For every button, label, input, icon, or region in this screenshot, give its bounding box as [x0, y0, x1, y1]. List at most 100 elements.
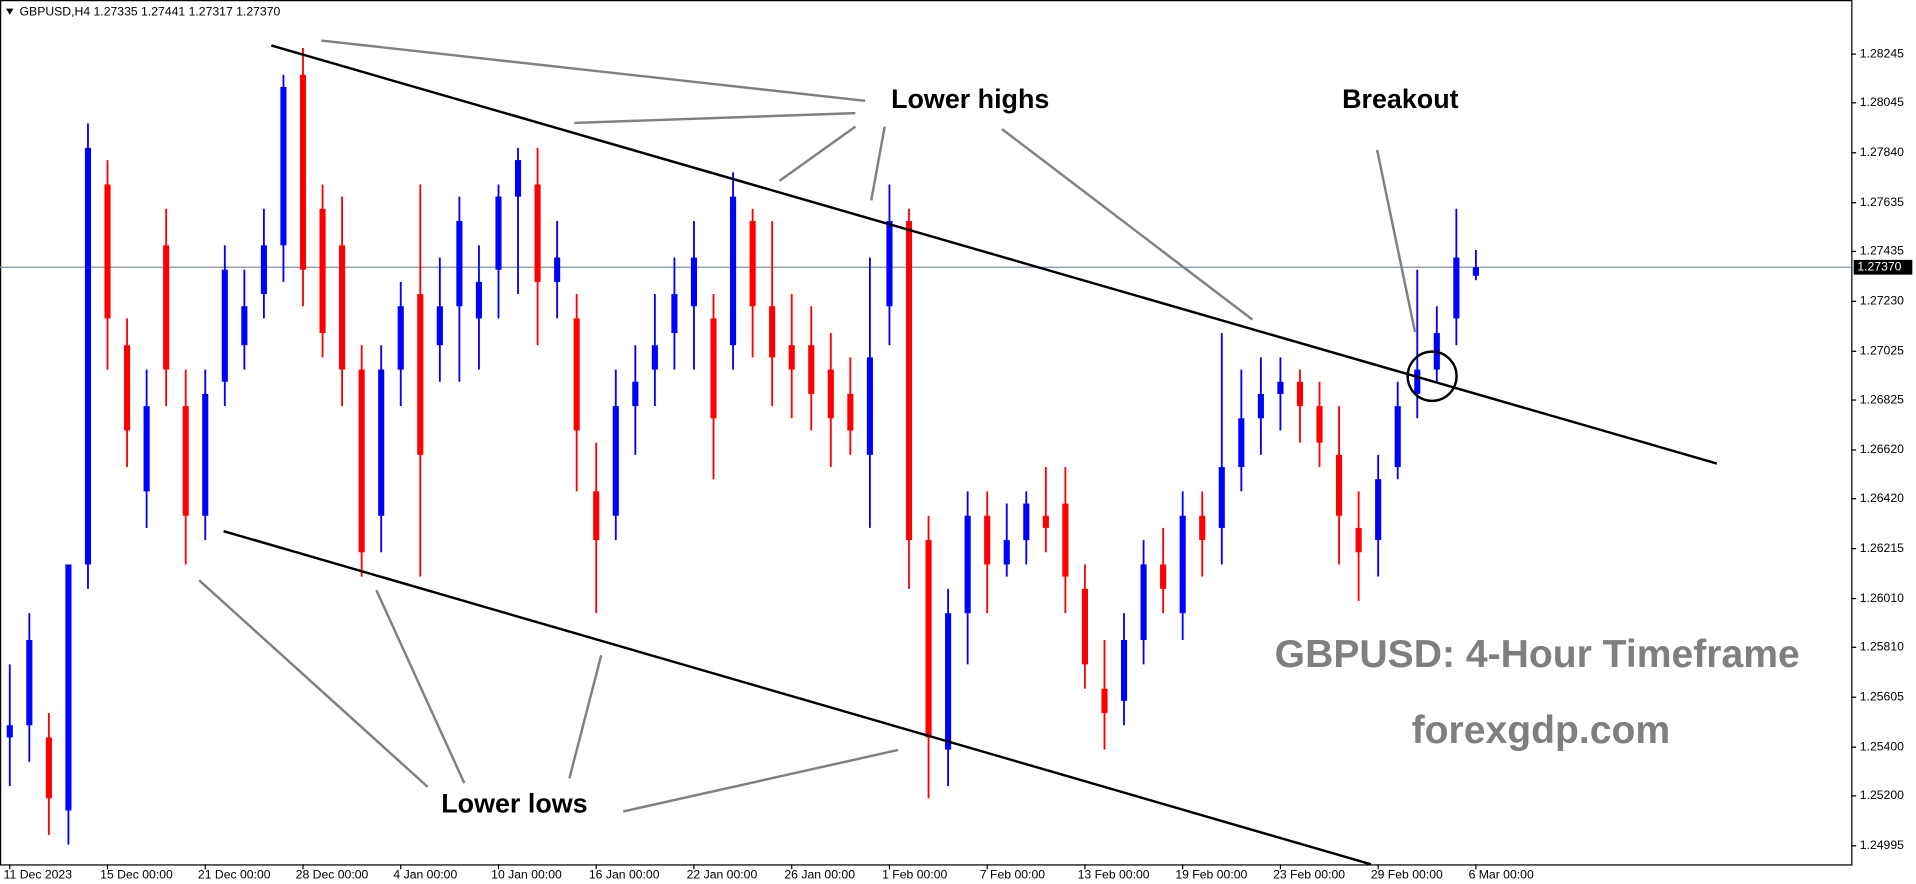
- candle-body: [1003, 540, 1010, 565]
- x-tick-label: 4 Jan 00:00: [393, 868, 457, 882]
- candle-body: [1414, 369, 1421, 394]
- pointer: [574, 111, 856, 125]
- x-tick-label: 22 Jan 00:00: [687, 868, 758, 882]
- breakout-circle: [1406, 350, 1458, 403]
- candle-body: [534, 184, 541, 282]
- candle-body: [45, 737, 52, 799]
- candle-body: [299, 74, 307, 270]
- y-tick-label: 1.27840: [1860, 145, 1904, 159]
- candle-body: [1472, 267, 1479, 276]
- pointer: [568, 655, 603, 779]
- candle-body: [65, 564, 72, 811]
- x-tick-label: 28 Dec 00:00: [296, 868, 369, 882]
- pointer: [375, 589, 466, 784]
- candle-body: [182, 406, 189, 516]
- candle-body: [1120, 639, 1128, 701]
- candle-body: [788, 345, 795, 370]
- y-tick-label: 1.25200: [1860, 788, 1904, 802]
- candle-body: [319, 208, 326, 334]
- candle-body: [1316, 406, 1323, 443]
- candle-body: [84, 147, 92, 565]
- y-tick-label: 1.27025: [1860, 344, 1904, 358]
- y-tick-label: 1.24995: [1860, 838, 1904, 852]
- candle-body: [26, 639, 33, 726]
- candle-body: [1179, 515, 1186, 614]
- candle-body: [945, 613, 952, 750]
- pointer: [622, 748, 899, 813]
- candle-body: [1296, 381, 1304, 407]
- x-tick-label: 1 Feb 00:00: [882, 868, 947, 882]
- candle-body: [573, 318, 580, 431]
- y-tick-label: 1.26620: [1860, 442, 1904, 456]
- candle-body: [612, 406, 619, 516]
- candle-body: [1160, 564, 1167, 589]
- candle-body: [808, 345, 815, 394]
- candle-body: [847, 393, 854, 431]
- candle-body: [104, 184, 111, 319]
- watermark: forexgdp.com: [1412, 708, 1671, 752]
- candle-body: [886, 220, 893, 307]
- candle-body: [1257, 393, 1264, 419]
- candle-body: [866, 357, 873, 455]
- price-label-box: [1853, 259, 1913, 275]
- candle-body: [1453, 257, 1460, 319]
- x-tick-label: 6 Mar 00:00: [1469, 868, 1534, 882]
- candle-body: [769, 306, 776, 358]
- header: GBPUSD,H4 1.27335 1.27441 1.27317 1.2737…: [20, 5, 281, 19]
- plot-frame: [0, 0, 1853, 866]
- candle-body: [730, 196, 737, 346]
- candle-body: [1023, 503, 1030, 541]
- y-tick-label: 1.26215: [1860, 541, 1904, 555]
- annotation: Lower highs: [891, 84, 1049, 114]
- price-label: 1.27370: [1857, 259, 1901, 273]
- candle-body: [1140, 564, 1147, 640]
- pointer: [1375, 149, 1417, 333]
- y-tick-label: 1.27435: [1860, 244, 1904, 258]
- annotation: Lower lows: [441, 788, 587, 818]
- candle-body: [514, 160, 522, 197]
- candle-body: [1336, 454, 1343, 516]
- candle-body: [339, 245, 346, 370]
- candle-body: [260, 245, 267, 295]
- candle-body: [280, 86, 287, 246]
- candle-body: [554, 257, 561, 282]
- x-tick-label: 10 Jan 00:00: [491, 868, 562, 882]
- candle-body: [1218, 467, 1225, 528]
- pointers: [198, 39, 1417, 813]
- candle-body: [1238, 418, 1245, 468]
- candle-body: [827, 369, 834, 419]
- x-tick-label: 29 Feb 00:00: [1371, 868, 1443, 882]
- x-tick-label: 15 Dec 00:00: [100, 868, 173, 882]
- y-tick-label: 1.27230: [1860, 294, 1904, 308]
- candle-body: [358, 369, 365, 553]
- candle-body: [456, 220, 463, 307]
- candle-body: [984, 515, 991, 565]
- candle-body: [905, 220, 913, 541]
- x-tick-label: 26 Jan 00:00: [784, 868, 855, 882]
- y-tick-label: 1.25400: [1860, 739, 1904, 753]
- candle-body: [671, 294, 678, 334]
- y-tick-label: 1.28245: [1860, 46, 1904, 60]
- candle-body: [436, 306, 443, 346]
- candle-body: [632, 381, 639, 407]
- upper-trendline: [270, 44, 1718, 465]
- candle-body: [1277, 381, 1284, 394]
- header-icon: [6, 8, 14, 15]
- marks: 1.28245 1.28045 1.27840 1.27635 1.27435 1.272…: [0, 46, 1913, 882]
- candle-body: [397, 306, 404, 370]
- candle-body: [1042, 515, 1049, 528]
- candle-body: [925, 540, 932, 738]
- pointer: [198, 579, 429, 788]
- candle-body: [202, 393, 209, 516]
- x-tick-label: 23 Feb 00:00: [1273, 868, 1345, 882]
- y-tick-label: 1.26825: [1860, 392, 1904, 406]
- y-tick-label: 1.25810: [1860, 639, 1904, 653]
- candle-body: [143, 406, 150, 492]
- candle-body: [221, 269, 228, 382]
- candle-body: [690, 257, 698, 307]
- pointer: [321, 39, 866, 103]
- x-tick-label: 21 Dec 00:00: [198, 868, 271, 882]
- candle-body: [1101, 688, 1108, 714]
